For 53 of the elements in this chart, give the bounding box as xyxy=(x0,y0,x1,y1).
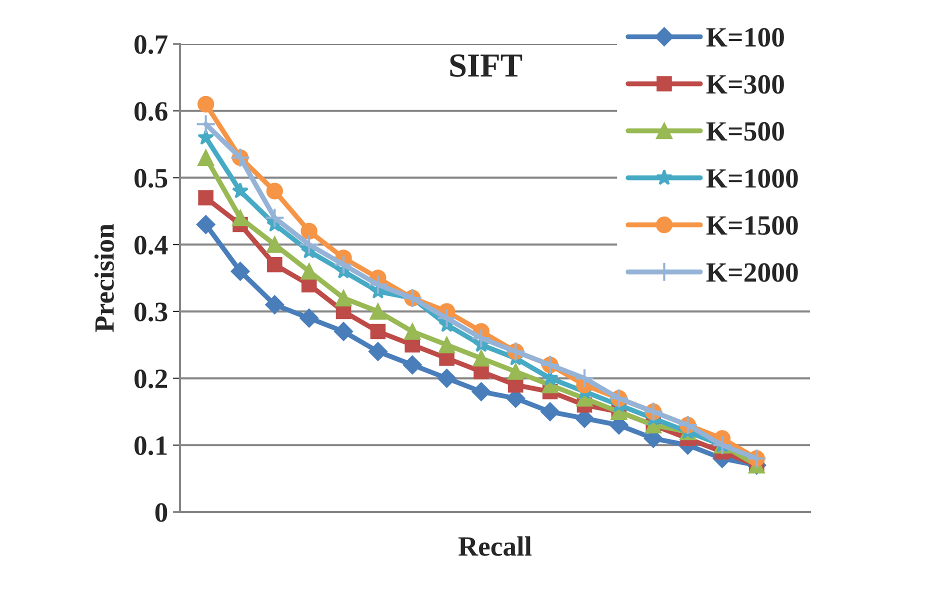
point xyxy=(196,114,216,134)
legend-label: K=1500 xyxy=(706,216,798,235)
point xyxy=(265,295,284,314)
y-tick-label: 0.6 xyxy=(134,102,168,121)
y-tick-label: 0.1 xyxy=(134,436,167,456)
point xyxy=(232,182,249,198)
point xyxy=(436,308,457,328)
point xyxy=(507,363,524,380)
point xyxy=(368,274,388,295)
point xyxy=(472,350,490,367)
point xyxy=(333,254,354,275)
y-tick-label: 0.7 xyxy=(134,35,168,54)
point xyxy=(438,336,456,354)
point xyxy=(232,209,249,226)
point xyxy=(300,262,318,280)
point xyxy=(266,182,284,200)
point xyxy=(335,290,352,306)
point xyxy=(300,222,318,240)
y-tick-label: 0.3 xyxy=(134,302,168,322)
y-tick-label: 0.4 xyxy=(134,236,168,255)
point xyxy=(574,368,595,388)
y-axis-title: Precision xyxy=(94,224,114,332)
point xyxy=(300,308,319,328)
point xyxy=(197,149,214,166)
legend-label: K=100 xyxy=(706,28,784,47)
point xyxy=(197,96,214,113)
point xyxy=(264,208,285,228)
point xyxy=(472,382,491,402)
legend-label: K=2000 xyxy=(706,263,798,282)
point xyxy=(437,368,456,388)
chart-title: SIFT xyxy=(450,54,522,77)
point xyxy=(370,324,386,340)
point xyxy=(334,322,354,342)
legend-label: K=300 xyxy=(706,75,784,94)
point xyxy=(368,342,388,362)
point xyxy=(402,355,422,374)
point xyxy=(267,256,282,272)
point xyxy=(540,402,560,422)
point xyxy=(404,323,421,340)
y-tick-label: 0.5 xyxy=(134,168,168,188)
y-tick-label: 0.2 xyxy=(134,369,167,388)
legend-label: K=500 xyxy=(706,122,784,141)
point xyxy=(471,328,492,348)
point xyxy=(230,262,250,281)
point xyxy=(299,234,320,255)
point xyxy=(266,236,284,253)
point xyxy=(370,303,386,320)
point xyxy=(198,190,214,206)
legend-label: K=1000 xyxy=(706,169,798,188)
y-tick-label: 0 xyxy=(155,503,168,522)
x-axis-title: Recall xyxy=(458,536,532,556)
point xyxy=(196,214,216,234)
point xyxy=(198,128,214,145)
